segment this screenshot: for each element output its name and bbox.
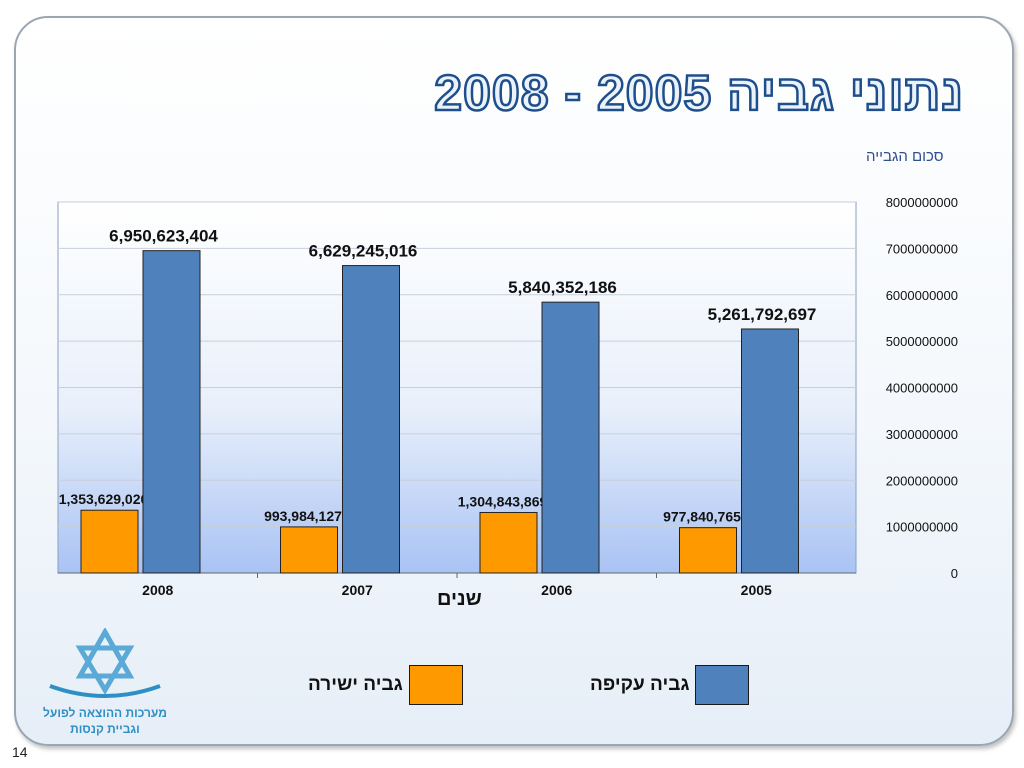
legend-label-indirect: גביה עקיפה <box>590 674 690 695</box>
x-tick-label: 2008 <box>142 582 173 598</box>
y-tick-label: 6000000000 <box>886 288 958 303</box>
data-label-indirect: 5,840,352,186 <box>508 278 617 297</box>
page-number: 14 <box>12 744 28 760</box>
organization-logo: מערכות ההוצאה לפועל וגביית קנסות <box>30 626 180 737</box>
y-axis-title: סכום הגבייה <box>866 148 944 165</box>
data-label-indirect: 6,629,245,016 <box>309 242 418 261</box>
y-tick-label: 8000000000 <box>886 195 958 210</box>
x-tick-label: 2006 <box>541 582 572 598</box>
legend-label-direct: גביה ישירה <box>308 674 403 695</box>
data-label-direct: 1,304,843,869 <box>458 493 548 509</box>
data-label-indirect: 6,950,623,404 <box>109 227 218 246</box>
slide-title: נתוני גביה 2005 - 2008 <box>433 64 964 123</box>
legend-item-indirect: גביה עקיפה <box>590 665 750 705</box>
x-axis-title: שנים <box>437 588 482 610</box>
y-tick-label: 3000000000 <box>886 427 958 442</box>
data-label-indirect: 5,261,792,697 <box>708 305 817 324</box>
y-tick-label: 5000000000 <box>886 334 958 349</box>
x-tick-label: 2005 <box>741 582 772 598</box>
data-label-direct: 1,353,629,020 <box>59 491 149 507</box>
bar-direct <box>479 511 538 574</box>
bar-direct <box>80 509 139 574</box>
bar-indirect <box>342 265 400 574</box>
logo-text-line1: מערכות ההוצאה לפועל <box>43 706 167 720</box>
legend-swatch-indirect <box>695 665 750 705</box>
bar-indirect <box>142 250 201 574</box>
data-label-direct: 993,984,127 <box>264 508 342 524</box>
star-of-david-icon <box>49 626 161 698</box>
data-label-direct: 977,840,765 <box>663 509 741 525</box>
legend-item-direct: גביה ישירה <box>308 665 463 705</box>
y-tick-label: 1000000000 <box>886 520 958 535</box>
y-tick-label: 7000000000 <box>886 241 958 256</box>
legend-swatch-direct <box>408 665 463 705</box>
bar-indirect <box>741 328 799 574</box>
y-tick-label: 0 <box>951 566 958 581</box>
bar-indirect <box>541 301 600 574</box>
bar-direct <box>679 527 737 574</box>
bar-direct <box>280 526 338 574</box>
x-tick-label: 2007 <box>342 582 373 598</box>
logo-text-line2: וגביית קנסות <box>70 722 140 736</box>
y-tick-label: 2000000000 <box>886 473 958 488</box>
y-tick-label: 4000000000 <box>886 381 958 396</box>
